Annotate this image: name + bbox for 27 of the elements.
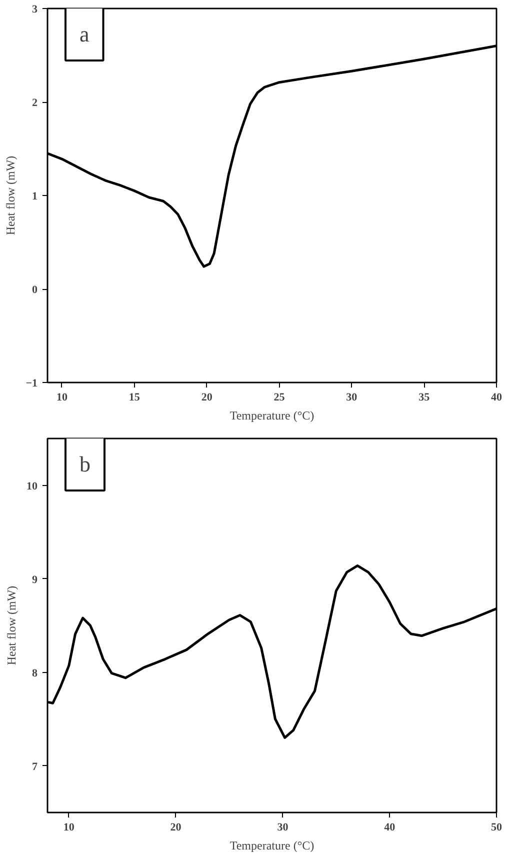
x-tick-label: 15: [128, 392, 140, 404]
x-axis-title: Temperature (°C): [230, 838, 314, 852]
y-tick-label: 9: [32, 574, 38, 586]
y-axis-title: Heat flow (mW): [4, 156, 18, 236]
y-tick-label: −1: [26, 378, 38, 390]
x-tick-label: 20: [170, 822, 182, 834]
x-tick-label: 50: [491, 822, 502, 834]
y-tick-label: 0: [32, 284, 38, 296]
x-tick-label: 40: [491, 392, 502, 404]
y-tick-label: 8: [32, 667, 38, 680]
x-tick-label: 10: [56, 392, 68, 404]
x-tick-label: 40: [384, 822, 396, 834]
y-tick-label: 10: [26, 480, 38, 492]
x-tick-label: 25: [274, 392, 286, 404]
annotation: b: [80, 452, 90, 476]
y-tick-label: 3: [32, 4, 38, 16]
x-tick-label: 20: [201, 392, 213, 404]
y-tick-label: 1: [32, 190, 38, 202]
y-tick-label: 2: [32, 97, 38, 109]
x-tick-label: 35: [418, 392, 430, 404]
x-tick-label: 30: [346, 392, 358, 404]
x-tick-label: 10: [63, 822, 75, 834]
y-tick-label: 7: [32, 760, 38, 773]
y-axis-title: Heat flow (mW): [4, 586, 18, 666]
x-axis-title: Temperature (°C): [230, 408, 314, 422]
x-tick-label: 30: [277, 822, 289, 834]
annotation: a: [80, 22, 90, 46]
